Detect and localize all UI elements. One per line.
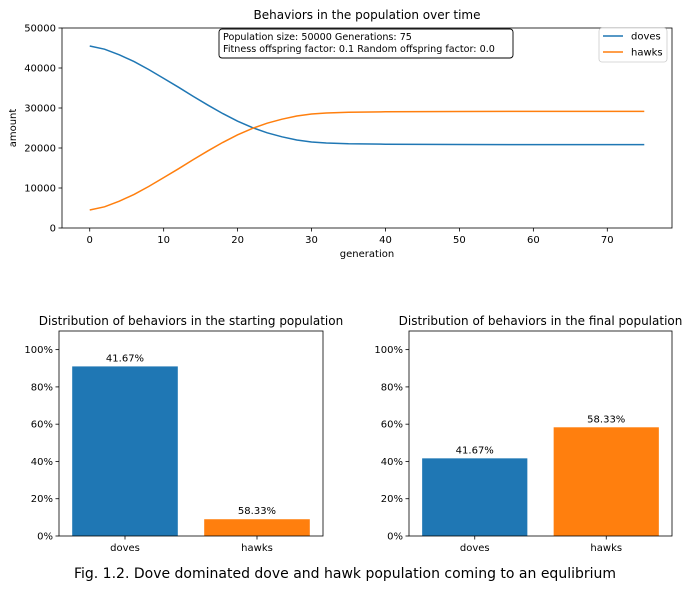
plot-frame [58, 330, 324, 537]
y-tick-label: 40% [31, 457, 53, 468]
y-tick-label: 30000 [24, 104, 56, 115]
x-tick-label: 0 [87, 235, 93, 246]
x-tick-label: 20 [231, 235, 244, 246]
bar-doves [72, 366, 178, 536]
y-tick-label: 60% [31, 420, 53, 431]
annotation-line-1: Population size: 50000 Generations: 75 [223, 32, 412, 43]
figure-caption: Fig. 1.2. Dove dominated dove and hawk p… [73, 566, 617, 582]
y-tick-label: 0% [387, 532, 403, 543]
parameters-annotation: Population size: 50000 Generations: 75Fi… [218, 28, 514, 59]
y-axis-label: amount [8, 109, 19, 148]
bar-label-hawks: 58.33% [587, 414, 625, 425]
bar-label-doves: 41.67% [106, 353, 144, 364]
x-tick-label: 60 [527, 235, 540, 246]
starting-distribution-chart-title: Distribution of behaviors in the startin… [39, 314, 343, 328]
plot-frame [408, 330, 673, 537]
x-tick-label-hawks: hawks [590, 543, 622, 554]
bar-hawks [204, 519, 310, 536]
series-line-hawks [89, 110, 645, 211]
y-tick-label: 80% [31, 382, 53, 393]
y-tick-label: 100% [374, 345, 403, 356]
starting-distribution-chart: 41.67% doves 58.33% hawks 0% 20% 40% 60% 80% 100%… [24, 314, 343, 554]
line-chart-title: Behaviors in the population over time [254, 8, 481, 22]
y-tick-label: 80% [381, 382, 403, 393]
y-tick-label: 20% [381, 494, 403, 505]
final-distribution-chart: 41.67% doves 58.33% hawks 0% 20% 40% 60% 80% 100%… [374, 314, 682, 554]
x-tick-label: 30 [305, 235, 318, 246]
bar-doves [422, 458, 528, 536]
x-tick-label-doves: doves [110, 543, 140, 554]
y-tick-label: 0 [50, 224, 56, 235]
y-tick-label: 20% [31, 494, 53, 505]
annotation-line-2: Fitness offspring factor: 0.1 Random off… [223, 44, 495, 55]
line-chart: 0 10 20 30 40 50 60 70 0 10000 20000 30000 40000 5000… [8, 8, 673, 260]
annotation-box [218, 28, 514, 59]
x-tick-label: 50 [453, 235, 466, 246]
legend: doves hawks [598, 27, 668, 63]
legend-label-doves: doves [631, 32, 661, 43]
bar-label-doves: 41.67% [456, 445, 494, 456]
x-axis-label: generation [340, 249, 394, 260]
final-distribution-chart-title: Distribution of behaviors in the final p… [399, 314, 683, 328]
x-tick-label-hawks: hawks [241, 543, 273, 554]
y-tick-label: 60% [381, 420, 403, 431]
x-tick-label: 70 [601, 235, 614, 246]
x-tick-label: 40 [379, 235, 392, 246]
y-tick-label: 100% [24, 345, 53, 356]
x-tick-label: 10 [157, 235, 170, 246]
bar-label-hawks: 58.33% [238, 506, 276, 517]
y-tick-label: 40% [381, 457, 403, 468]
y-tick-label: 20000 [24, 144, 56, 155]
y-tick-label: 0% [37, 532, 53, 543]
y-tick-label: 10000 [24, 184, 56, 195]
y-tick-label: 50000 [24, 24, 56, 35]
legend-label-hawks: hawks [631, 48, 663, 59]
plot-frame [61, 27, 673, 229]
bar-hawks [553, 427, 659, 536]
x-tick-label-doves: doves [460, 543, 490, 554]
series-line-doves [89, 45, 645, 146]
y-tick-label: 40000 [24, 64, 56, 75]
